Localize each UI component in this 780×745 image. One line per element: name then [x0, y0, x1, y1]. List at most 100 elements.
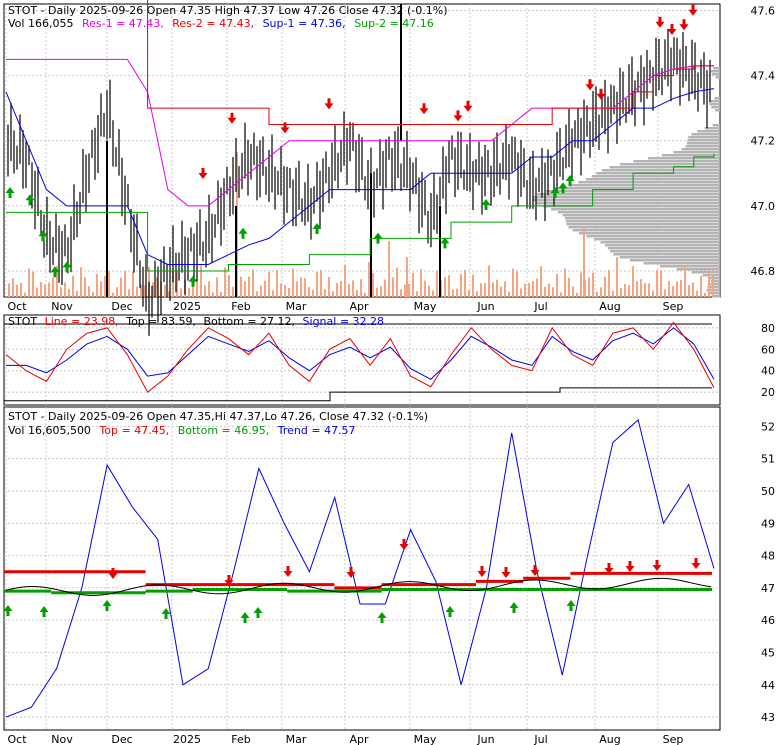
volume-bar: [372, 273, 374, 297]
volume-bar: [308, 287, 310, 297]
volume-bar: [356, 290, 358, 297]
volume-bar: [380, 286, 382, 297]
down-arrow: [585, 79, 595, 91]
volume-bar: [636, 281, 638, 297]
volume-bar: [560, 292, 562, 297]
volume-bar: [504, 281, 506, 297]
x-tick-label: Jun: [476, 733, 494, 745]
profile-bar: [565, 220, 720, 223]
down-arrow: [224, 575, 234, 586]
volume-bar: [500, 286, 502, 297]
volume-bar: [272, 290, 274, 297]
y-tick-label: 50: [761, 485, 775, 498]
volume-bar: [60, 287, 62, 297]
volume-bar: [312, 289, 314, 297]
legend-signal: Signal = 32.28: [303, 315, 385, 328]
volume-bar: [664, 289, 666, 297]
volume-bar: [244, 281, 246, 297]
volume-bar: [40, 281, 42, 297]
profile-bar: [708, 277, 720, 280]
down-arrow: [596, 88, 606, 100]
profile-bar: [629, 259, 720, 262]
y-tick-label: 46: [761, 614, 775, 627]
volume-bar: [144, 285, 146, 297]
profile-bar: [711, 106, 720, 109]
volume-bar: [280, 283, 282, 297]
volume-bar: [240, 276, 242, 297]
profile-bar: [691, 133, 720, 136]
x-tick-label: Apr: [349, 300, 369, 313]
osc-line: [5, 321, 715, 393]
volume-bar: [448, 275, 450, 297]
volume-bar: [116, 287, 118, 297]
profile-bar: [711, 70, 720, 73]
profile-bar: [557, 187, 720, 190]
down-arrow: [453, 110, 463, 122]
down-arrow: [652, 560, 662, 571]
profile-bar: [659, 265, 720, 268]
down-arrow: [604, 563, 614, 574]
volume-bar: [128, 289, 130, 297]
profile-bar: [711, 73, 720, 76]
y-tick-label: 80: [761, 322, 775, 335]
legend-trend-top: Top = 47.45,: [98, 424, 169, 437]
volume-bar: [468, 289, 470, 297]
volume-bar: [264, 280, 266, 297]
volume-bar: [472, 274, 474, 297]
price-arrows: [5, 4, 698, 287]
x-tick-label: Jun: [476, 300, 494, 313]
volume-bar: [660, 270, 662, 297]
volume-bar: [328, 276, 330, 297]
volume-bar: [256, 291, 258, 297]
volume-bar: [112, 292, 114, 297]
volume-bar: [180, 288, 182, 297]
down-arrow: [108, 568, 118, 579]
price-legend: Vol 166,055 Res-1 = 47.43, Res-2 = 47.43…: [8, 17, 434, 30]
volume-bar: [696, 290, 698, 297]
profile-bar: [688, 136, 720, 139]
y-tick-label: 47.0: [751, 200, 776, 213]
volume-bar: [480, 283, 482, 297]
volume-bar: [224, 267, 226, 297]
down-arrow: [227, 112, 237, 124]
profile-bar: [532, 196, 720, 199]
price-y-axis: 47.6 47.4 47.2 47.0 46.8: [751, 5, 776, 278]
y-tick-label: 46.8: [751, 265, 776, 278]
up-arrow: [50, 266, 60, 278]
profile-bar: [620, 163, 720, 166]
volume-bar: [48, 282, 50, 297]
x-tick-label: Feb: [231, 300, 250, 313]
down-arrow: [688, 4, 698, 16]
volume-bar: [200, 265, 202, 297]
x-tick-label: Jul: [533, 733, 547, 745]
up-arrow: [240, 612, 250, 623]
x-tick-label: Mar: [286, 300, 307, 313]
oscillator-title: STOT: [8, 315, 37, 328]
oscillator-y-axis: 80 60 40 20: [761, 322, 775, 399]
up-arrow: [565, 175, 575, 186]
volume-bar: [600, 287, 602, 297]
legend-sup2: Sup-2 = 47.16: [354, 17, 434, 30]
volume-bar: [552, 287, 554, 297]
profile-bar: [594, 238, 720, 241]
volume-bar: [220, 292, 222, 297]
volume-bar: [368, 262, 370, 297]
volume-bar: [292, 268, 294, 297]
volume-bar: [16, 284, 18, 297]
volume-bar: [176, 270, 178, 297]
volume-bar: [348, 283, 350, 297]
y-tick-label: 49: [761, 517, 775, 530]
profile-bar: [673, 151, 720, 154]
volume-bar: [44, 284, 46, 297]
x-tick-label: Oct: [7, 300, 27, 313]
volume-bar: [304, 278, 306, 297]
volume-bar: [56, 265, 58, 297]
y-tick-label: 48: [761, 550, 775, 563]
volume-bar: [316, 271, 318, 297]
y-tick-label: 52: [761, 420, 775, 433]
volume-bar: [684, 265, 686, 297]
profile-bar: [715, 109, 720, 112]
up-arrow: [39, 606, 49, 617]
volume-bar: [284, 285, 286, 297]
up-arrow: [445, 606, 455, 617]
